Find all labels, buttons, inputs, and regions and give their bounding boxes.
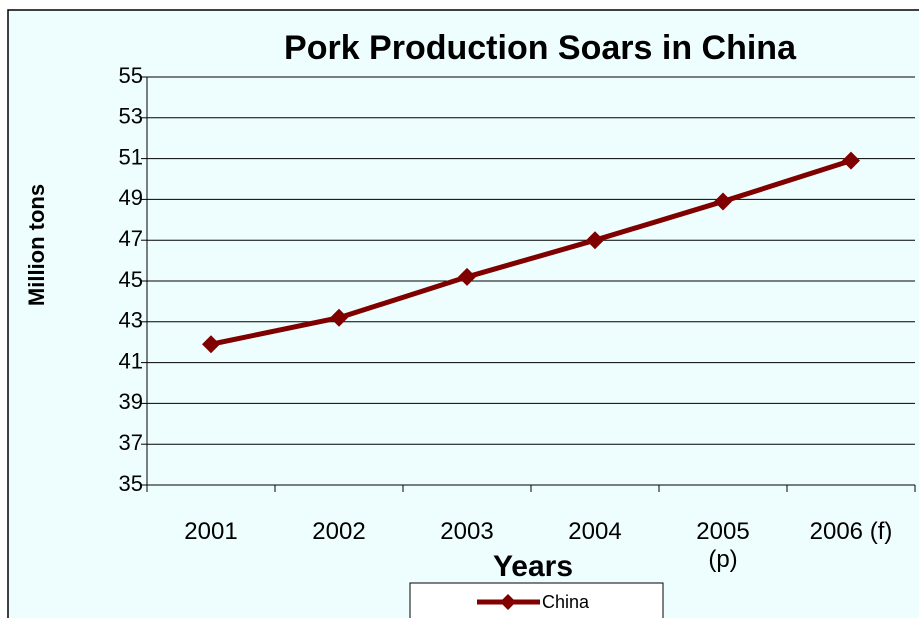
x-tick-label: 2004 [568, 518, 622, 545]
x-tick-label: 2002 [312, 518, 366, 545]
chart-title: Pork Production Soars in China [284, 29, 797, 67]
point-marker [842, 151, 860, 170]
point-marker [586, 231, 604, 250]
chart-background [7, 9, 919, 618]
y-tick-label: 43 [119, 308, 143, 333]
y-tick-label: 45 [119, 267, 143, 292]
point-marker [458, 267, 476, 286]
y-tick-label: 35 [119, 471, 143, 496]
x-tick-label: 2005 (p) [696, 518, 750, 573]
point-marker [714, 192, 732, 211]
y-tick-label: 39 [119, 389, 143, 414]
x-tick-label: 2003 [440, 518, 494, 545]
point-marker [202, 335, 220, 354]
y-tick-label: 55 [119, 63, 143, 88]
x-tick-label: 2001 [184, 518, 238, 545]
point-marker [330, 308, 348, 327]
series-line [210, 158, 852, 347]
y-tick-label: 37 [119, 430, 143, 455]
legend-label: China [542, 592, 590, 612]
y-tick-label: 41 [119, 348, 143, 373]
x-tick-label: 2006 (f) [809, 518, 893, 545]
y-axis-label: Million tons [24, 184, 49, 306]
y-tick-label: 47 [119, 226, 143, 251]
y-tick-label: 53 [119, 104, 143, 129]
y-tick-label: 51 [119, 144, 143, 169]
legend-marker [500, 594, 516, 610]
y-tick-label: 49 [119, 185, 143, 210]
x-axis-label: Years [493, 550, 573, 583]
